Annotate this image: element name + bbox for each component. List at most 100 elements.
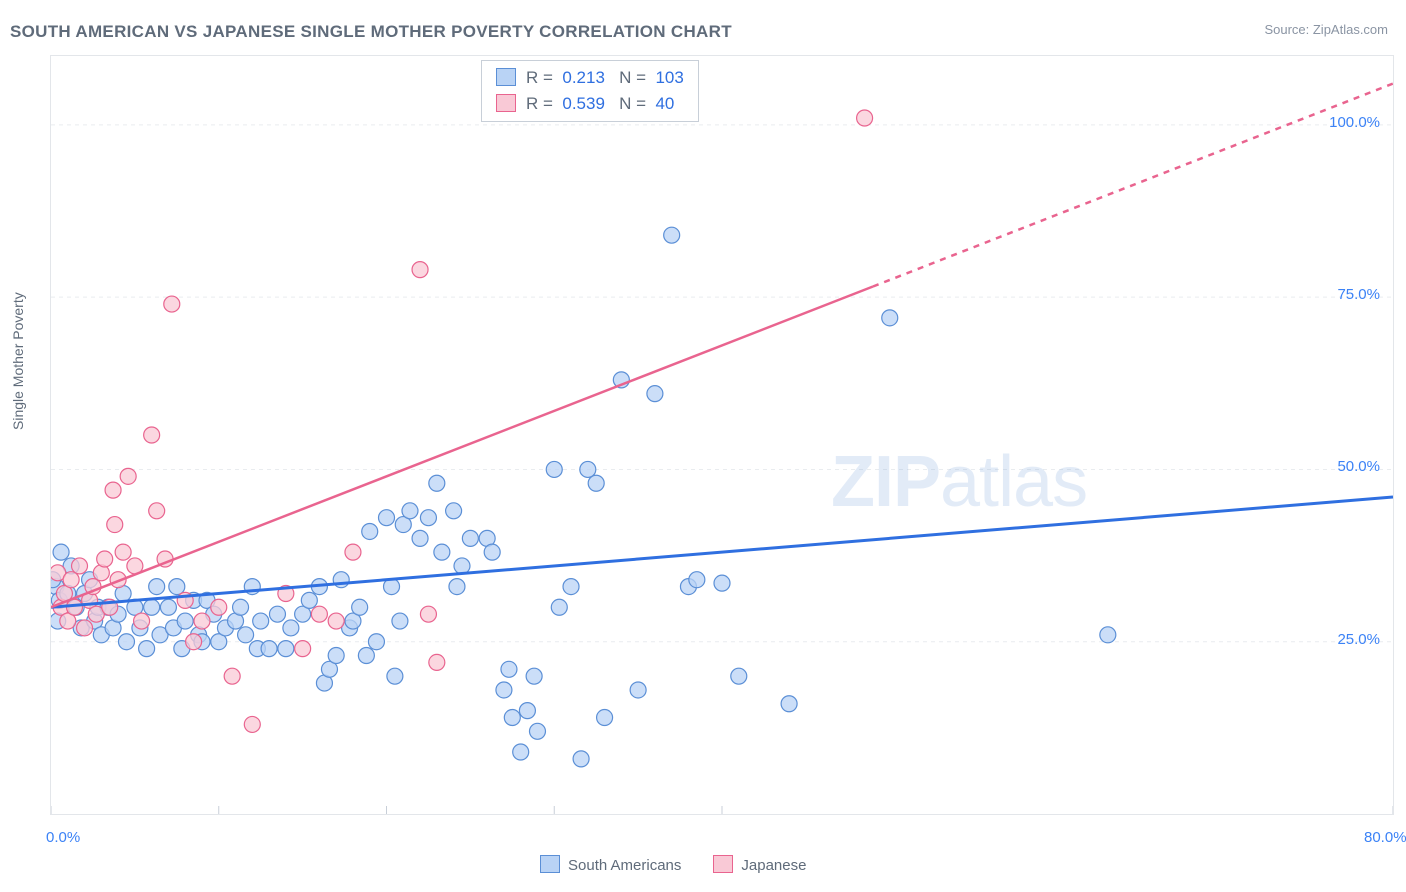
data-point xyxy=(72,558,88,574)
data-point xyxy=(53,544,69,560)
scatter-chart-svg xyxy=(51,56,1393,814)
data-point xyxy=(160,599,176,615)
x-tick-label: 80.0% xyxy=(1364,829,1406,846)
data-point xyxy=(563,579,579,595)
chart-title: SOUTH AMERICAN VS JAPANESE SINGLE MOTHER… xyxy=(10,22,732,41)
legend: South Americans Japanese xyxy=(540,855,806,874)
data-point xyxy=(224,668,240,684)
data-point xyxy=(580,461,596,477)
x-tick-label: 0.0% xyxy=(46,829,80,846)
y-tick-label: 75.0% xyxy=(1337,286,1380,303)
data-point xyxy=(253,613,269,629)
data-point xyxy=(311,606,327,622)
data-point xyxy=(420,606,436,622)
data-point xyxy=(269,606,285,622)
data-point xyxy=(283,620,299,636)
data-point xyxy=(513,744,529,760)
data-point xyxy=(261,641,277,657)
data-point xyxy=(107,517,123,533)
trend-line-dashed xyxy=(873,84,1393,287)
data-point xyxy=(630,682,646,698)
data-point xyxy=(412,262,428,278)
data-point xyxy=(233,599,249,615)
data-point xyxy=(144,599,160,615)
data-point xyxy=(496,682,512,698)
legend-item: South Americans xyxy=(540,855,681,874)
data-point xyxy=(434,544,450,560)
data-point xyxy=(105,482,121,498)
data-point xyxy=(387,668,403,684)
data-point xyxy=(501,661,517,677)
data-point xyxy=(186,634,202,650)
data-point xyxy=(647,386,663,402)
data-point xyxy=(454,558,470,574)
data-point xyxy=(857,110,873,126)
data-point xyxy=(295,641,311,657)
data-point xyxy=(546,461,562,477)
data-point xyxy=(278,641,294,657)
data-point xyxy=(134,613,150,629)
data-point xyxy=(149,503,165,519)
data-point xyxy=(118,634,134,650)
data-point xyxy=(484,544,500,560)
data-point xyxy=(462,530,478,546)
stat-row: R = 0.539 N = 40 xyxy=(496,91,684,117)
data-point xyxy=(379,510,395,526)
data-point xyxy=(449,579,465,595)
data-point xyxy=(149,579,165,595)
data-point xyxy=(731,668,747,684)
data-point xyxy=(169,579,185,595)
chart-plot-area: R = 0.213 N = 103R = 0.539 N = 40 ZIPatl… xyxy=(50,55,1394,815)
data-point xyxy=(597,710,613,726)
data-point xyxy=(392,613,408,629)
data-point xyxy=(144,427,160,443)
data-point xyxy=(882,310,898,326)
data-point xyxy=(781,696,797,712)
data-point xyxy=(164,296,180,312)
data-point xyxy=(139,641,155,657)
data-point xyxy=(504,710,520,726)
data-point xyxy=(1100,627,1116,643)
data-point xyxy=(526,668,542,684)
data-point xyxy=(352,599,368,615)
data-point xyxy=(63,572,79,588)
data-point xyxy=(97,551,113,567)
data-point xyxy=(368,634,384,650)
data-point xyxy=(529,723,545,739)
data-point xyxy=(194,613,210,629)
source-credit: Source: ZipAtlas.com xyxy=(1264,22,1388,37)
data-point xyxy=(519,703,535,719)
data-point xyxy=(177,613,193,629)
data-point xyxy=(115,544,131,560)
data-point xyxy=(588,475,604,491)
data-point xyxy=(446,503,462,519)
data-point xyxy=(429,475,445,491)
data-point xyxy=(412,530,428,546)
y-tick-label: 100.0% xyxy=(1329,114,1380,131)
data-point xyxy=(328,648,344,664)
data-point xyxy=(664,227,680,243)
data-point xyxy=(77,620,93,636)
data-point xyxy=(402,503,418,519)
data-point xyxy=(301,592,317,608)
legend-item: Japanese xyxy=(713,855,806,874)
data-point xyxy=(551,599,567,615)
data-point xyxy=(689,572,705,588)
data-point xyxy=(429,654,445,670)
data-point xyxy=(573,751,589,767)
data-point xyxy=(244,716,260,732)
data-point xyxy=(211,599,227,615)
data-point xyxy=(714,575,730,591)
data-point xyxy=(420,510,436,526)
data-point xyxy=(358,648,374,664)
y-axis-label: Single Mother Poverty xyxy=(10,292,26,430)
data-point xyxy=(328,613,344,629)
y-tick-label: 25.0% xyxy=(1337,631,1380,648)
data-point xyxy=(362,523,378,539)
stat-row: R = 0.213 N = 103 xyxy=(496,65,684,91)
data-point xyxy=(120,468,136,484)
y-tick-label: 50.0% xyxy=(1337,458,1380,475)
correlation-stats-box: R = 0.213 N = 103R = 0.539 N = 40 xyxy=(481,60,699,122)
data-point xyxy=(238,627,254,643)
data-point xyxy=(345,544,361,560)
